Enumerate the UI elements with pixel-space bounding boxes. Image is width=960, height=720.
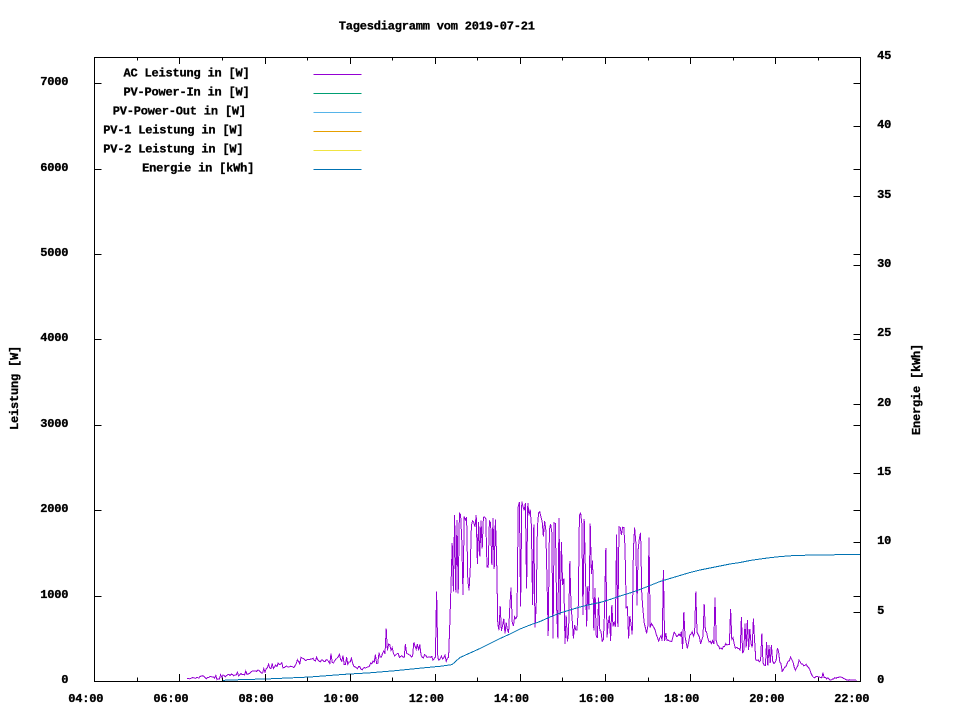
svg-text:06:00: 06:00 — [153, 692, 188, 706]
svg-text:0: 0 — [61, 673, 68, 687]
svg-text:Energie in [kWh]: Energie in [kWh] — [142, 162, 254, 176]
svg-text:PV-Power-In in [W]: PV-Power-In in [W] — [124, 86, 250, 100]
svg-text:20:00: 20:00 — [749, 692, 784, 706]
svg-text:10: 10 — [877, 534, 891, 548]
svg-text:45: 45 — [877, 49, 891, 63]
svg-text:16:00: 16:00 — [579, 692, 614, 706]
svg-text:12:00: 12:00 — [409, 692, 444, 706]
svg-text:0: 0 — [877, 673, 884, 687]
svg-text:6000: 6000 — [40, 161, 68, 175]
svg-text:3000: 3000 — [40, 417, 68, 431]
svg-text:5: 5 — [877, 604, 884, 618]
svg-text:5000: 5000 — [40, 246, 68, 260]
svg-text:20: 20 — [877, 396, 891, 410]
svg-text:14:00: 14:00 — [494, 692, 529, 706]
svg-text:Leistung [W]: Leistung [W] — [8, 346, 22, 430]
svg-text:Tagesdiagramm vom 2019-07-21: Tagesdiagramm vom 2019-07-21 — [339, 20, 535, 34]
svg-text:4000: 4000 — [40, 331, 68, 345]
svg-text:1000: 1000 — [40, 588, 68, 602]
svg-text:AC Leistung in [W]: AC Leistung in [W] — [124, 67, 250, 81]
svg-text:PV-2 Leistung in [W]: PV-2 Leistung in [W] — [103, 143, 243, 157]
svg-text:7000: 7000 — [40, 75, 68, 89]
svg-text:35: 35 — [877, 188, 891, 202]
svg-text:PV-Power-Out in [W]: PV-Power-Out in [W] — [113, 105, 246, 119]
svg-text:25: 25 — [877, 326, 891, 340]
svg-text:10:00: 10:00 — [324, 692, 359, 706]
svg-text:15: 15 — [877, 465, 891, 479]
svg-text:04:00: 04:00 — [68, 692, 103, 706]
svg-text:PV-1 Leistung in [W]: PV-1 Leistung in [W] — [103, 124, 243, 138]
svg-text:18:00: 18:00 — [664, 692, 699, 706]
svg-text:22:00: 22:00 — [834, 692, 869, 706]
svg-text:08:00: 08:00 — [238, 692, 273, 706]
svg-text:30: 30 — [877, 257, 891, 271]
svg-text:40: 40 — [877, 118, 891, 132]
svg-text:Energie [kWh]: Energie [kWh] — [910, 344, 924, 435]
svg-text:2000: 2000 — [40, 502, 68, 516]
